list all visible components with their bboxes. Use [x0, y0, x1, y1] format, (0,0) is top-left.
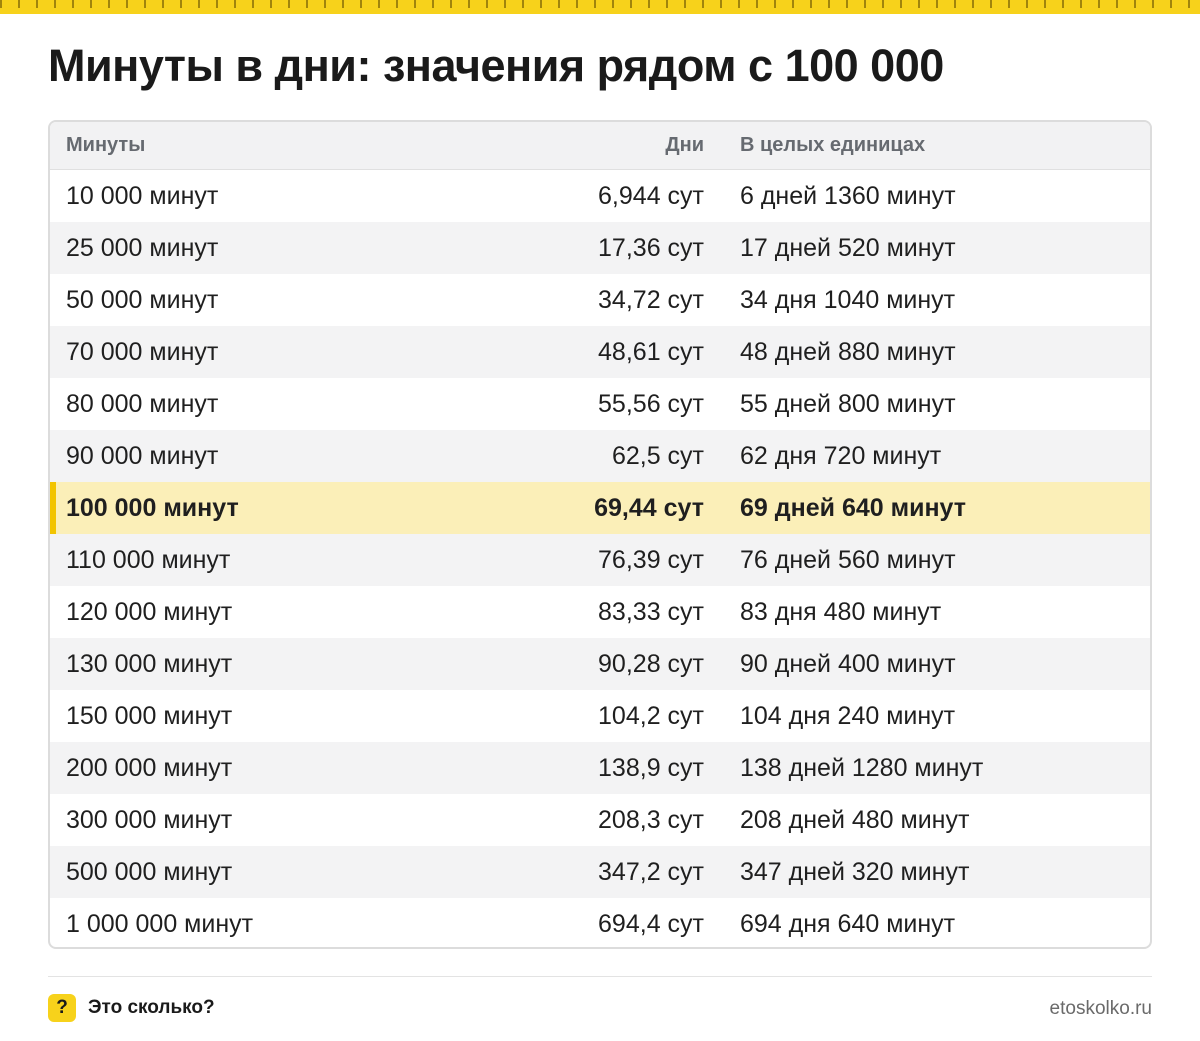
cell-minutes: 100 000 минут [66, 493, 239, 522]
footer-brand: ? Это сколько? [48, 994, 215, 1022]
table-row: 500 000 минут 347,2 сут 347 дней 320 минут [50, 846, 1150, 898]
cell-minutes: 500 000 минут [66, 857, 233, 886]
cell-units: 208 дней 480 минут [740, 805, 970, 834]
cell-days: 83,33 сут [598, 597, 704, 626]
cell-days: 34,72 сут [598, 285, 704, 314]
cell-days: 104,2 сут [598, 701, 704, 730]
table-row: 130 000 минут 90,28 сут 90 дней 400 минут [50, 638, 1150, 690]
table-row: 200 000 минут 138,9 сут 138 дней 1280 мину… [50, 742, 1150, 794]
table-row: 90 000 минут 62,5 сут 62 дня 720 минут [50, 430, 1150, 482]
cell-days: 17,36 сут [598, 233, 704, 262]
cell-units: 6 дней 1360 минут [740, 181, 956, 210]
footer-divider [48, 976, 1152, 977]
cell-days: 76,39 сут [598, 545, 704, 574]
question-icon: ? [48, 994, 76, 1022]
cell-minutes: 130 000 минут [66, 649, 233, 678]
cell-units: 62 дня 720 минут [740, 441, 942, 470]
cell-days: 69,44 сут [594, 493, 704, 522]
ruler-strip [0, 0, 1200, 14]
cell-units: 34 дня 1040 минут [740, 285, 956, 314]
cell-minutes: 150 000 минут [66, 701, 233, 730]
cell-units: 694 дня 640 минут [740, 909, 956, 938]
table-body: 10 000 минут 6,944 сут 6 дней 1360 минут 25… [50, 170, 1150, 947]
cell-minutes: 120 000 минут [66, 597, 233, 626]
cell-days: 138,9 сут [598, 753, 704, 782]
cell-units: 48 дней 880 минут [740, 337, 956, 366]
cell-days: 62,5 сут [611, 441, 704, 470]
table-row: 110 000 минут 76,39 сут 76 дней 560 минут [50, 534, 1150, 586]
cell-minutes: 10 000 минут [66, 181, 219, 210]
cell-days: 347,2 сут [598, 857, 704, 886]
cell-days: 90,28 сут [598, 649, 704, 678]
table-row: 300 000 минут 208,3 сут 208 дней 480 минут [50, 794, 1150, 846]
cell-units: 83 дня 480 минут [740, 597, 942, 626]
cell-days: 6,944 сут [598, 181, 704, 210]
cell-days: 55,56 сут [598, 389, 704, 418]
cell-units: 90 дней 400 минут [740, 649, 956, 678]
cell-days: 48,61 сут [598, 337, 704, 366]
table-row: 1 000 000 минут 694,4 сут 694 дня 640 мину… [50, 898, 1150, 947]
cell-units: 55 дней 800 минут [740, 389, 956, 418]
cell-minutes: 25 000 минут [66, 233, 219, 262]
page-title: Минуты в дни: значения рядом с 100 000 [48, 40, 944, 91]
cell-units: 76 дней 560 минут [740, 545, 956, 574]
table-row: 80 000 минут 55,56 сут 55 дней 800 минут [50, 378, 1150, 430]
cell-units: 138 дней 1280 минут [740, 753, 984, 782]
cell-minutes: 50 000 минут [66, 285, 219, 314]
cell-days: 208,3 сут [598, 805, 704, 834]
table-row: 10 000 минут 6,944 сут 6 дней 1360 минут [50, 170, 1150, 222]
cell-minutes: 300 000 минут [66, 805, 233, 834]
cell-units: 69 дней 640 минут [740, 493, 967, 522]
cell-units: 17 дней 520 минут [740, 233, 956, 262]
header-minutes: Минуты [66, 134, 146, 156]
cell-minutes: 110 000 минут [66, 545, 231, 574]
conversion-table: Минуты Дни В целых единицах 10 000 минут… [48, 120, 1152, 949]
table-row-highlighted: 100 000 минут 69,44 сут 69 дней 640 минут [50, 482, 1150, 534]
cell-minutes: 90 000 минут [66, 441, 219, 470]
cell-minutes: 80 000 минут [66, 389, 219, 418]
cell-units: 347 дней 320 минут [740, 857, 970, 886]
table-row: 120 000 минут 83,33 сут 83 дня 480 минут [50, 586, 1150, 638]
cell-units: 104 дня 240 минут [740, 701, 956, 730]
brand-name: Это сколько? [88, 997, 215, 1018]
table-header: Минуты Дни В целых единицах [50, 122, 1150, 170]
table-row: 70 000 минут 48,61 сут 48 дней 880 минут [50, 326, 1150, 378]
header-units: В целых единицах [740, 134, 926, 156]
cell-days: 694,4 сут [598, 909, 704, 938]
table-row: 150 000 минут 104,2 сут 104 дня 240 минут [50, 690, 1150, 742]
cell-minutes: 1 000 000 минут [66, 909, 254, 938]
header-days: Дни [665, 134, 704, 156]
table-row: 25 000 минут 17,36 сут 17 дней 520 минут [50, 222, 1150, 274]
site-link[interactable]: etoskolko.ru [1049, 998, 1152, 1019]
cell-minutes: 70 000 минут [66, 337, 219, 366]
cell-minutes: 200 000 минут [66, 753, 233, 782]
table-row: 50 000 минут 34,72 сут 34 дня 1040 минут [50, 274, 1150, 326]
